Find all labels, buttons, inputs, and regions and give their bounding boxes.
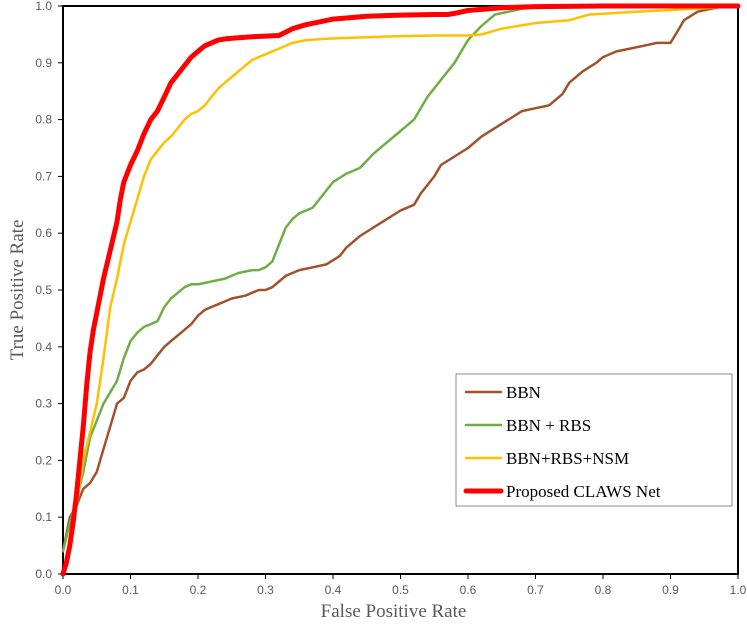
y-axis-title: True Positive Rate (7, 220, 28, 361)
series-line-2 (61, 4, 740, 553)
y-tick-label: 0.3 (35, 397, 52, 411)
series-line-3 (61, 4, 740, 576)
y-tick-label: 0.7 (35, 169, 52, 183)
legend-label-3: BBN+RBS+NSM (506, 449, 629, 468)
x-tick-label: 0.0 (55, 583, 72, 597)
y-tick-label: 0.2 (35, 453, 52, 467)
series-line-4 (60, 3, 741, 577)
x-tick-label: 0.8 (595, 583, 612, 597)
y-tick-label: 0.8 (35, 113, 52, 127)
x-tick-label: 0.7 (527, 583, 544, 597)
y-tick-label: 0.4 (35, 340, 52, 354)
y-tick-label: 1.0 (35, 0, 52, 13)
legend-label-2: BBN + RBS (506, 416, 591, 435)
y-tick-label: 0.5 (35, 283, 52, 297)
x-tick-label: 0.4 (325, 583, 342, 597)
x-tick-label: 0.1 (122, 583, 139, 597)
series-line-1 (61, 4, 740, 553)
legend-label-1: BBN (506, 383, 541, 402)
x-tick-label: 0.2 (190, 583, 207, 597)
x-tick-label: 1.0 (730, 583, 747, 597)
x-axis-title: False Positive Rate (321, 601, 467, 622)
x-tick-label: 0.6 (460, 583, 477, 597)
y-tick-label: 0.0 (35, 567, 52, 581)
legend-box (455, 373, 733, 507)
y-tick-label: 0.9 (35, 56, 52, 70)
legend-label-4: Proposed CLAWS Net (506, 482, 661, 501)
y-tick-label: 0.6 (35, 226, 52, 240)
x-tick-label: 0.3 (257, 583, 274, 597)
y-tick-label: 0.1 (35, 510, 52, 524)
x-tick-label: 0.5 (392, 583, 409, 597)
x-tick-label: 0.9 (662, 583, 679, 597)
